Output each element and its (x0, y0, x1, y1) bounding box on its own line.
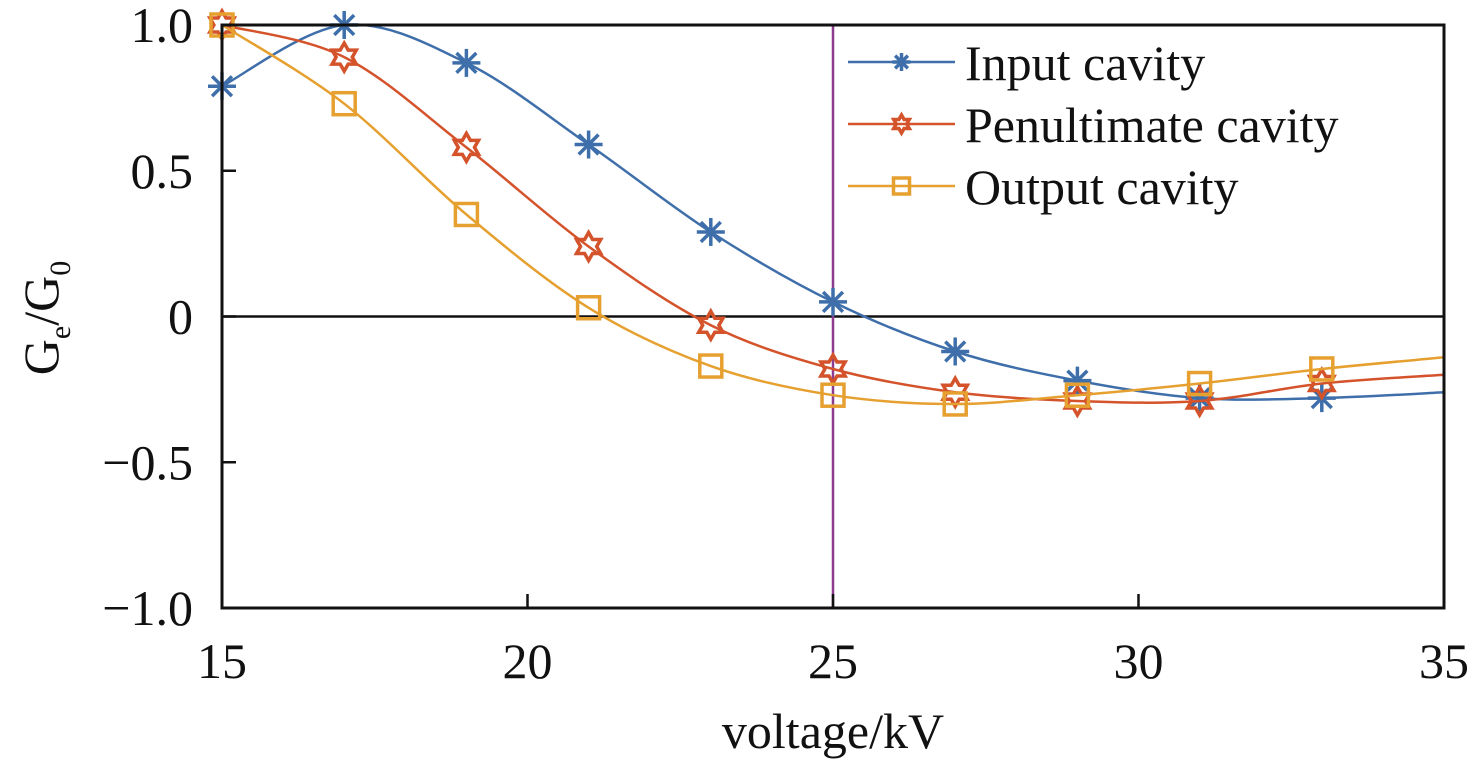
data-point (941, 337, 970, 366)
data-point (696, 217, 725, 246)
svg-text:Ge/G0: Ge/G0 (13, 261, 77, 375)
data-point (329, 39, 360, 75)
legend-label: Penultimate cavity (965, 97, 1339, 153)
legend-item: Input cavity (848, 35, 1205, 91)
data-point (942, 391, 968, 417)
data-point (451, 129, 482, 165)
data-point (695, 307, 726, 343)
series-line-2 (221, 23, 1445, 406)
legend-marker (890, 111, 913, 137)
y-axis-title: Ge/G0 (13, 261, 77, 375)
data-point (819, 287, 847, 316)
legend-marker (892, 53, 911, 71)
data-point (1186, 370, 1213, 397)
y-tick-label: 1.0 (131, 0, 194, 53)
legend-label: Input cavity (965, 35, 1205, 91)
legend-marker (891, 176, 912, 196)
data-point (574, 130, 603, 159)
x-tick-label: 35 (1419, 633, 1469, 689)
x-tick-label: 15 (197, 633, 247, 689)
legend-item: Output cavity (848, 159, 1239, 215)
y-tick-label: 0 (168, 289, 193, 345)
series-line-1 (221, 23, 1445, 404)
x-tick-label: 30 (1114, 633, 1164, 689)
data-point (573, 228, 604, 265)
plot-area (222, 25, 1444, 608)
data-point (698, 353, 724, 379)
data-point (1063, 366, 1092, 395)
axes: 1.0 0.5 0 −0.5 −1.015 20 25 30 35 (102, 0, 1469, 689)
data-point (1309, 356, 1335, 382)
legend: Input cavity Penultimate cavity Output cav… (848, 35, 1339, 215)
data-point (820, 382, 846, 408)
y-tick-label: −0.5 (102, 434, 193, 490)
data-point (452, 48, 481, 77)
legend-item: Penultimate cavity (848, 97, 1339, 153)
x-tick-label: 25 (808, 633, 858, 689)
data-point (1064, 382, 1091, 408)
y-tick-label: −1.0 (102, 580, 193, 636)
data-point (453, 201, 480, 228)
y-tick-label: 0.5 (131, 143, 194, 199)
x-axis-title: voltage/kV (722, 703, 944, 759)
data-point (940, 374, 971, 410)
data-point (575, 295, 602, 321)
legend-label: Output cavity (965, 159, 1239, 215)
data-point (331, 90, 357, 117)
chart-marks (206, 7, 1445, 419)
x-tick-label: 20 (503, 633, 553, 689)
